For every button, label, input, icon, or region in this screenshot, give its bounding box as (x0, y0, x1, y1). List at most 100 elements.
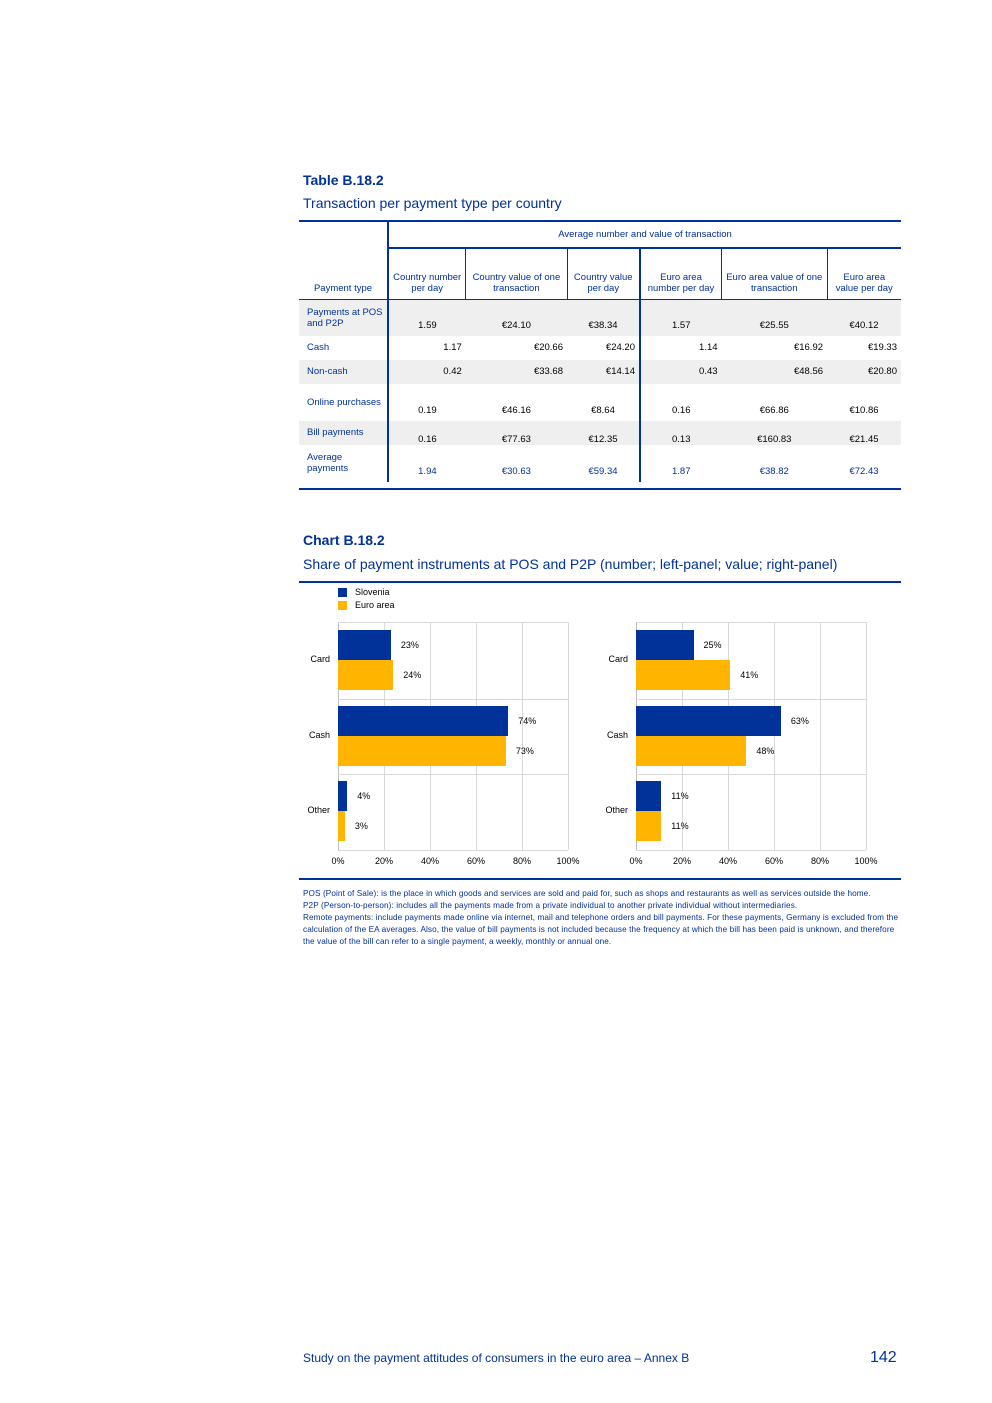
note: Remote payments: include payments made o… (303, 913, 899, 946)
table-cell: €16.92 (793, 342, 824, 353)
bar-euro-area (338, 811, 345, 842)
data-label: 23% (400, 640, 419, 650)
table-cell: €19.33 (867, 342, 897, 353)
table-cell: €40.12 (827, 299, 901, 336)
data-label: 63% (790, 715, 809, 726)
table-cell: 0.42 (387, 359, 466, 384)
table-cell: 1.17 (387, 335, 466, 360)
table-cell: €20.80 (827, 359, 901, 384)
divider (299, 220, 901, 222)
table-cell: 0.13 (638, 420, 722, 445)
data-label: 41% (740, 670, 759, 680)
bar-slovenia (636, 705, 781, 736)
x-tick-label: 40% (420, 856, 439, 866)
footer-text: Study on the payment attitudes of consum… (303, 1351, 690, 1365)
table-cell: €30.63 (501, 465, 531, 477)
data-label: 25% (703, 640, 722, 650)
bar-slovenia (338, 781, 348, 812)
legend-item-slovenia: Slovenia (338, 587, 395, 598)
table-cell: €160.83 (721, 420, 828, 445)
gridline (636, 698, 866, 700)
legend-swatch (338, 588, 347, 598)
table-row: Cash 1.17 €20.66 €24.20 1.14 €16.92 €19.33 (299, 335, 901, 360)
category-label: Card (608, 653, 628, 664)
table-row: Bill payments 0.16 €77.63 €12.35 0.13 €160.83… (299, 420, 901, 445)
table-cell: 0.43 (638, 359, 722, 384)
col-header: Euro area value per day (826, 248, 901, 300)
table-cell: €33.68 (465, 359, 567, 384)
chart-panel: 23% 24% 74% 73% 4% 3% (338, 622, 569, 851)
bar-slovenia (636, 630, 694, 660)
chart-label: Chart B.18.2 (303, 532, 385, 548)
table-cell: €38.34 (567, 299, 640, 336)
notes: POS (Point of Sale): is the place in whi… (303, 888, 903, 948)
data-label: 3% (354, 821, 368, 832)
category-label: Cash (606, 729, 628, 740)
x-tick-label: 60% (764, 856, 783, 866)
row-label: Online purchases (307, 396, 381, 408)
x-tick-label: 80% (512, 856, 531, 866)
table-cell: 0.16 (387, 420, 466, 445)
gridline (522, 623, 523, 850)
bar-euro-area (338, 735, 506, 766)
category-label: Card (310, 653, 330, 664)
table-cell: €20.66 (533, 342, 563, 353)
table-row: Average payments 1.94 €30.63 €59.34 1.87 €38.… (299, 444, 901, 482)
table-row: Non-cash 0.42 €33.68 €14.14 0.43 €48.56 €20.80 (299, 359, 901, 384)
x-tick-label: 60% (466, 856, 485, 866)
x-tick-label: 40% (718, 856, 737, 866)
table-cell: €12.35 (567, 420, 640, 445)
gridline (568, 623, 569, 850)
data-label: 74% (518, 715, 537, 726)
legend-label: Slovenia (355, 587, 390, 597)
bar-slovenia (338, 630, 391, 660)
gridline (636, 850, 866, 851)
legend: Slovenia Euro area (338, 587, 395, 611)
data-label: 48% (756, 745, 775, 756)
bar-euro-area (636, 660, 731, 690)
divider (299, 581, 901, 583)
legend-label: Euro area (355, 600, 395, 611)
bar-slovenia (636, 781, 662, 812)
bar-slovenia (338, 705, 509, 736)
table-cell: 1.87 (638, 444, 722, 482)
x-tick-label: 20% (672, 856, 691, 866)
x-tick-label: 0% (331, 856, 345, 866)
note: P2P (Person-to-person): includes all the… (303, 901, 798, 910)
page-number: 142 (870, 1349, 897, 1366)
divider (299, 878, 901, 880)
gridline (338, 698, 568, 700)
bar-euro-area (636, 811, 662, 842)
gridline (338, 850, 568, 851)
gridline (636, 774, 866, 776)
data-label: 11% (671, 821, 689, 832)
table-row: Payments at POS and P2P 1.59 €24.10 €38.34 1… (299, 299, 901, 336)
table-cell: €24.10 (465, 299, 567, 336)
gridline (338, 774, 568, 776)
row-label: Average payments (307, 452, 349, 474)
col-header: Euro area value of one transaction (721, 248, 828, 300)
legend-swatch (338, 601, 347, 611)
chart-title: Share of payment instruments at POS and … (303, 556, 838, 572)
table-cell: 0.19 (387, 383, 466, 421)
table-cell: €77.63 (465, 420, 567, 445)
table-cell: €25.55 (721, 299, 828, 336)
table-cell: €24.20 (605, 342, 635, 353)
x-tick-label: 20% (374, 856, 393, 866)
group-header: Average number and value of transaction (387, 221, 901, 249)
table-cell: €72.43 (849, 465, 879, 477)
gridline (866, 623, 867, 850)
bar-euro-area (338, 660, 394, 690)
category-label: Other (605, 805, 628, 816)
table-label: Table B.18.2 (303, 172, 384, 188)
table-row: Online purchases 0.19 €46.16 €8.64 0.16 €66.8… (299, 383, 901, 421)
row-label: Cash (307, 342, 330, 353)
table-cell: 1.59 (387, 299, 466, 336)
category-label: Other (307, 805, 330, 816)
data-label: 24% (403, 670, 422, 680)
transaction-table: Payment type Average number and value of… (299, 221, 901, 482)
x-tick-label: 80% (810, 856, 829, 866)
gridline (820, 623, 821, 850)
legend-item-euro-area: Euro area (338, 600, 395, 611)
